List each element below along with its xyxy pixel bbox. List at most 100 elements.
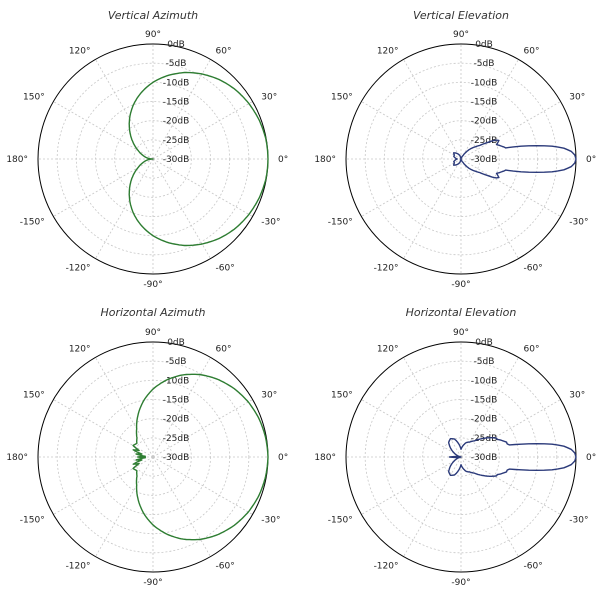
- polar-chart-4: Horizontal Elevation 0° 30° 60° 90° 120° 150° 1…: [314, 306, 596, 588]
- grid-ring: [422, 418, 500, 496]
- grid-spoke: [403, 357, 462, 458]
- angle-tick-label: 60°: [216, 345, 232, 355]
- grid-spoke: [361, 101, 462, 160]
- ring-tick-label: -20dB: [471, 415, 498, 425]
- angle-tick-label: -120°: [374, 263, 399, 273]
- polar-chart-3: Horizontal Azimuth 0° 30° 60° 90° 120° 150° 180…: [6, 306, 288, 588]
- ring-tick-label: -25dB: [471, 136, 498, 146]
- angle-tick-label: 120°: [377, 47, 399, 57]
- grid-spoke: [152, 158, 253, 217]
- grid-spoke: [152, 456, 253, 515]
- angle-tick-label: -30°: [261, 516, 280, 526]
- grid-spoke: [361, 158, 462, 217]
- angle-tick-label: 90°: [145, 328, 161, 338]
- angle-tick-label: -60°: [524, 263, 543, 273]
- grid-spoke: [460, 59, 519, 160]
- angle-tick-label: -150°: [328, 516, 353, 526]
- angle-tick-label: 30°: [261, 93, 277, 103]
- angle-tick-label: -30°: [569, 218, 588, 228]
- radiation-pattern-line: [453, 139, 577, 179]
- grid-ring: [441, 437, 481, 477]
- grid-spoke: [152, 158, 211, 259]
- angle-tick-label: -150°: [328, 218, 353, 228]
- grid-spoke: [460, 399, 561, 458]
- chart-title: Vertical Azimuth: [108, 9, 198, 22]
- ring-tick-label: -5dB: [166, 59, 187, 69]
- ring-tick-label: -10dB: [163, 376, 190, 386]
- angle-tick-label: 60°: [524, 345, 540, 355]
- ring-tick-label: -25dB: [163, 136, 190, 146]
- angle-tick-label: -30°: [261, 218, 280, 228]
- angle-tick-label: 180°: [314, 453, 336, 463]
- grid-spoke: [95, 357, 154, 458]
- angle-tick-label: 150°: [23, 93, 45, 103]
- angle-tick-label: 150°: [331, 391, 353, 401]
- grid-spoke: [460, 456, 561, 515]
- grid-spoke: [152, 101, 253, 160]
- angle-tick-label: 30°: [569, 93, 585, 103]
- grid-ring: [364, 62, 558, 256]
- angle-tick-label: -60°: [216, 561, 235, 571]
- radiation-pattern-line: [132, 373, 269, 541]
- angle-tick-label: 0°: [586, 155, 596, 165]
- ring-tick-label: -15dB: [163, 98, 190, 108]
- ring-tick-label: -10dB: [163, 78, 190, 88]
- grid-spoke: [403, 158, 462, 259]
- grid-spoke: [361, 456, 462, 515]
- chart-title: Vertical Elevation: [413, 9, 509, 22]
- angle-tick-label: 120°: [69, 47, 91, 57]
- grid-ring: [114, 120, 192, 198]
- angle-tick-label: 120°: [69, 345, 91, 355]
- angle-tick-label: -90°: [143, 578, 162, 588]
- angle-tick-label: -90°: [143, 280, 162, 290]
- ring-tick-label: -5dB: [474, 59, 495, 69]
- grid-ring: [56, 360, 250, 554]
- grid-ring: [422, 120, 500, 198]
- angle-tick-label: 0°: [278, 155, 288, 165]
- angle-tick-label: -60°: [524, 561, 543, 571]
- grid-spoke: [152, 456, 211, 557]
- grid-spoke: [460, 158, 561, 217]
- grid-spoke: [152, 59, 211, 160]
- polar-chart-1: Vertical Azimuth 0° 30° 60° 90° 120° 150° 180° -…: [6, 9, 288, 290]
- grid-spoke: [152, 399, 253, 458]
- grid-spoke: [53, 101, 154, 160]
- angle-tick-label: -90°: [451, 280, 470, 290]
- grid-spoke: [53, 456, 154, 515]
- grid-ring: [364, 360, 558, 554]
- ring-tick-label: -20dB: [163, 117, 190, 127]
- ring-tick-label: 0dB: [167, 338, 185, 348]
- angle-tick-label: 120°: [377, 345, 399, 355]
- grid-spoke: [403, 59, 462, 160]
- grid-ring: [114, 418, 192, 496]
- angle-tick-label: -30°: [569, 516, 588, 526]
- angle-tick-label: 90°: [453, 328, 469, 338]
- angle-tick-label: 0°: [586, 453, 596, 463]
- angle-tick-label: 150°: [23, 391, 45, 401]
- angle-tick-label: 180°: [6, 453, 28, 463]
- grid-ring: [133, 139, 173, 179]
- angle-tick-label: 150°: [331, 93, 353, 103]
- ring-tick-label: -30dB: [163, 453, 190, 463]
- angle-tick-label: 180°: [6, 155, 28, 165]
- ring-tick-label: -15dB: [163, 396, 190, 406]
- angle-tick-label: -120°: [66, 263, 91, 273]
- chart-title: Horizontal Azimuth: [101, 306, 206, 319]
- angle-tick-label: -120°: [66, 561, 91, 571]
- ring-tick-label: -10dB: [471, 78, 498, 88]
- angle-tick-label: 30°: [261, 391, 277, 401]
- ring-tick-label: -15dB: [471, 98, 498, 108]
- grid-spoke: [95, 59, 154, 160]
- grid-ring: [441, 139, 481, 179]
- angle-tick-label: -90°: [451, 578, 470, 588]
- grid-spoke: [361, 399, 462, 458]
- angle-tick-label: 90°: [453, 30, 469, 40]
- grid-spoke: [460, 456, 519, 557]
- angle-tick-label: 180°: [314, 155, 336, 165]
- ring-tick-label: -5dB: [166, 357, 187, 367]
- grid-ring: [133, 437, 173, 477]
- grid-spoke: [95, 456, 154, 557]
- grid-spoke: [460, 158, 519, 259]
- radiation-pattern-line: [448, 437, 577, 477]
